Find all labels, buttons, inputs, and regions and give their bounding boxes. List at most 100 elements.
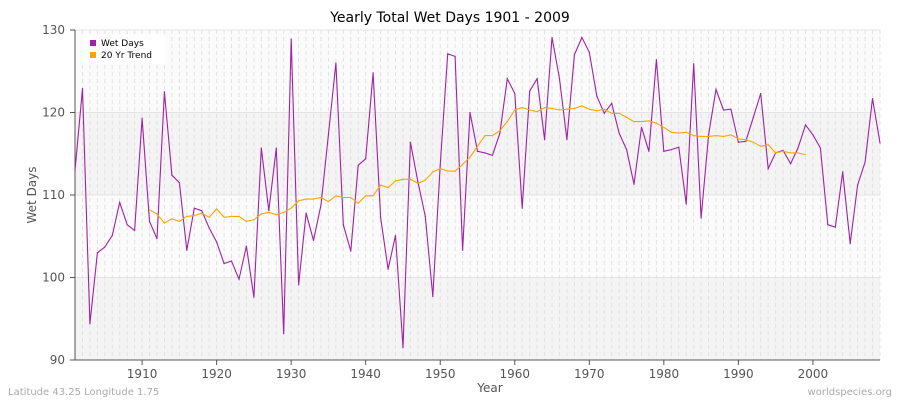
trend-point: [171, 218, 173, 220]
trend-point: [551, 107, 553, 109]
wet-days-point: [476, 150, 479, 152]
trend-point: [327, 201, 330, 203]
legend-box: [82, 34, 166, 64]
y-tick-label: 100: [42, 271, 65, 285]
trend-point: [573, 107, 575, 109]
trend-point: [529, 109, 531, 111]
wet-days-point: [208, 227, 210, 229]
wet-days-point: [745, 140, 747, 142]
trend-point: [625, 116, 628, 119]
wet-days-point: [148, 220, 151, 222]
trend-point: [290, 207, 292, 209]
trend-point: [633, 120, 635, 123]
wet-days-point: [447, 53, 449, 55]
trend-point: [581, 105, 583, 107]
trend-point: [752, 141, 754, 143]
trend-point: [789, 152, 792, 154]
trend-point: [461, 163, 464, 166]
wet-days-point: [700, 217, 702, 219]
location-footer: Latitude 43.25 Longitude 1.75: [8, 387, 159, 398]
wet-days-point: [402, 347, 404, 349]
trend-point: [797, 152, 799, 154]
trend-point: [476, 145, 479, 147]
wet-days-point: [186, 249, 188, 251]
wet-days-point: [618, 132, 620, 134]
wet-days-point: [260, 147, 262, 149]
wet-days-point: [514, 92, 516, 95]
wet-days-point: [305, 212, 307, 214]
wet-days-point: [827, 224, 829, 226]
wet-days-point: [96, 252, 98, 254]
trend-point: [409, 178, 412, 180]
x-tick-label: 1940: [350, 367, 381, 381]
trend-point: [775, 152, 777, 154]
trend-point: [230, 215, 233, 218]
trend-point: [536, 111, 538, 113]
wet-days-point: [290, 38, 292, 40]
wet-days-point: [432, 295, 434, 298]
wet-days-point: [245, 245, 248, 247]
wet-days-point: [394, 234, 397, 237]
wet-days-point: [81, 87, 84, 90]
wet-days-point: [141, 117, 143, 119]
wet-days-point: [126, 224, 128, 226]
trend-point: [193, 215, 195, 217]
wet-days-point: [551, 36, 553, 39]
trend-point: [424, 179, 426, 181]
trend-point: [603, 108, 605, 110]
wet-days-point: [685, 203, 687, 205]
wet-days-point: [409, 141, 412, 143]
wet-days-point: [320, 204, 322, 206]
wet-days-point: [275, 147, 277, 149]
trend-point: [208, 216, 210, 218]
wet-days-point: [387, 268, 389, 270]
y-tick-label: 130: [42, 23, 65, 37]
legend-swatch-trend: [90, 52, 96, 58]
wet-days-point: [737, 141, 739, 143]
wet-days-point: [678, 146, 680, 148]
wet-days-point: [312, 239, 315, 241]
trend-point: [693, 135, 695, 137]
trend-point: [238, 215, 240, 218]
wet-days-point: [566, 139, 568, 141]
wet-days-point: [506, 78, 508, 80]
trend-point: [365, 195, 367, 197]
wet-days-point: [857, 184, 859, 186]
trend-point: [216, 208, 218, 210]
trend-point: [283, 211, 285, 213]
wet-days-point: [335, 62, 337, 64]
x-tick-label: 1970: [574, 367, 605, 381]
wet-days-point: [715, 88, 717, 90]
x-tick-label: 1920: [201, 367, 232, 381]
wet-days-point: [730, 108, 732, 110]
trend-point: [178, 220, 180, 222]
wet-days-point: [223, 262, 225, 265]
wet-days-point: [134, 229, 136, 232]
trend-point: [596, 110, 598, 112]
wet-days-point: [693, 63, 695, 65]
trend-point: [275, 214, 277, 216]
wet-days-point: [707, 134, 710, 136]
wet-days-point: [588, 51, 590, 53]
trend-point: [484, 135, 486, 137]
wet-days-point: [640, 126, 643, 128]
trend-point: [357, 202, 359, 204]
wet-days-point: [298, 284, 300, 286]
trend-point: [380, 184, 382, 186]
trend-point: [760, 145, 762, 147]
trend-point: [335, 195, 337, 197]
trend-point: [402, 178, 404, 180]
wet-days-point: [670, 149, 672, 151]
wet-days-point: [842, 171, 844, 173]
wet-days-point: [171, 174, 173, 176]
wet-days-point: [529, 90, 531, 92]
trend-point: [499, 130, 501, 132]
wet-days-point: [558, 78, 561, 80]
wet-days-point: [357, 164, 359, 166]
trend-point: [350, 196, 352, 199]
trend-point: [223, 216, 225, 218]
trend-point: [767, 144, 769, 146]
trend-point: [558, 109, 561, 111]
trend-point: [156, 213, 158, 215]
